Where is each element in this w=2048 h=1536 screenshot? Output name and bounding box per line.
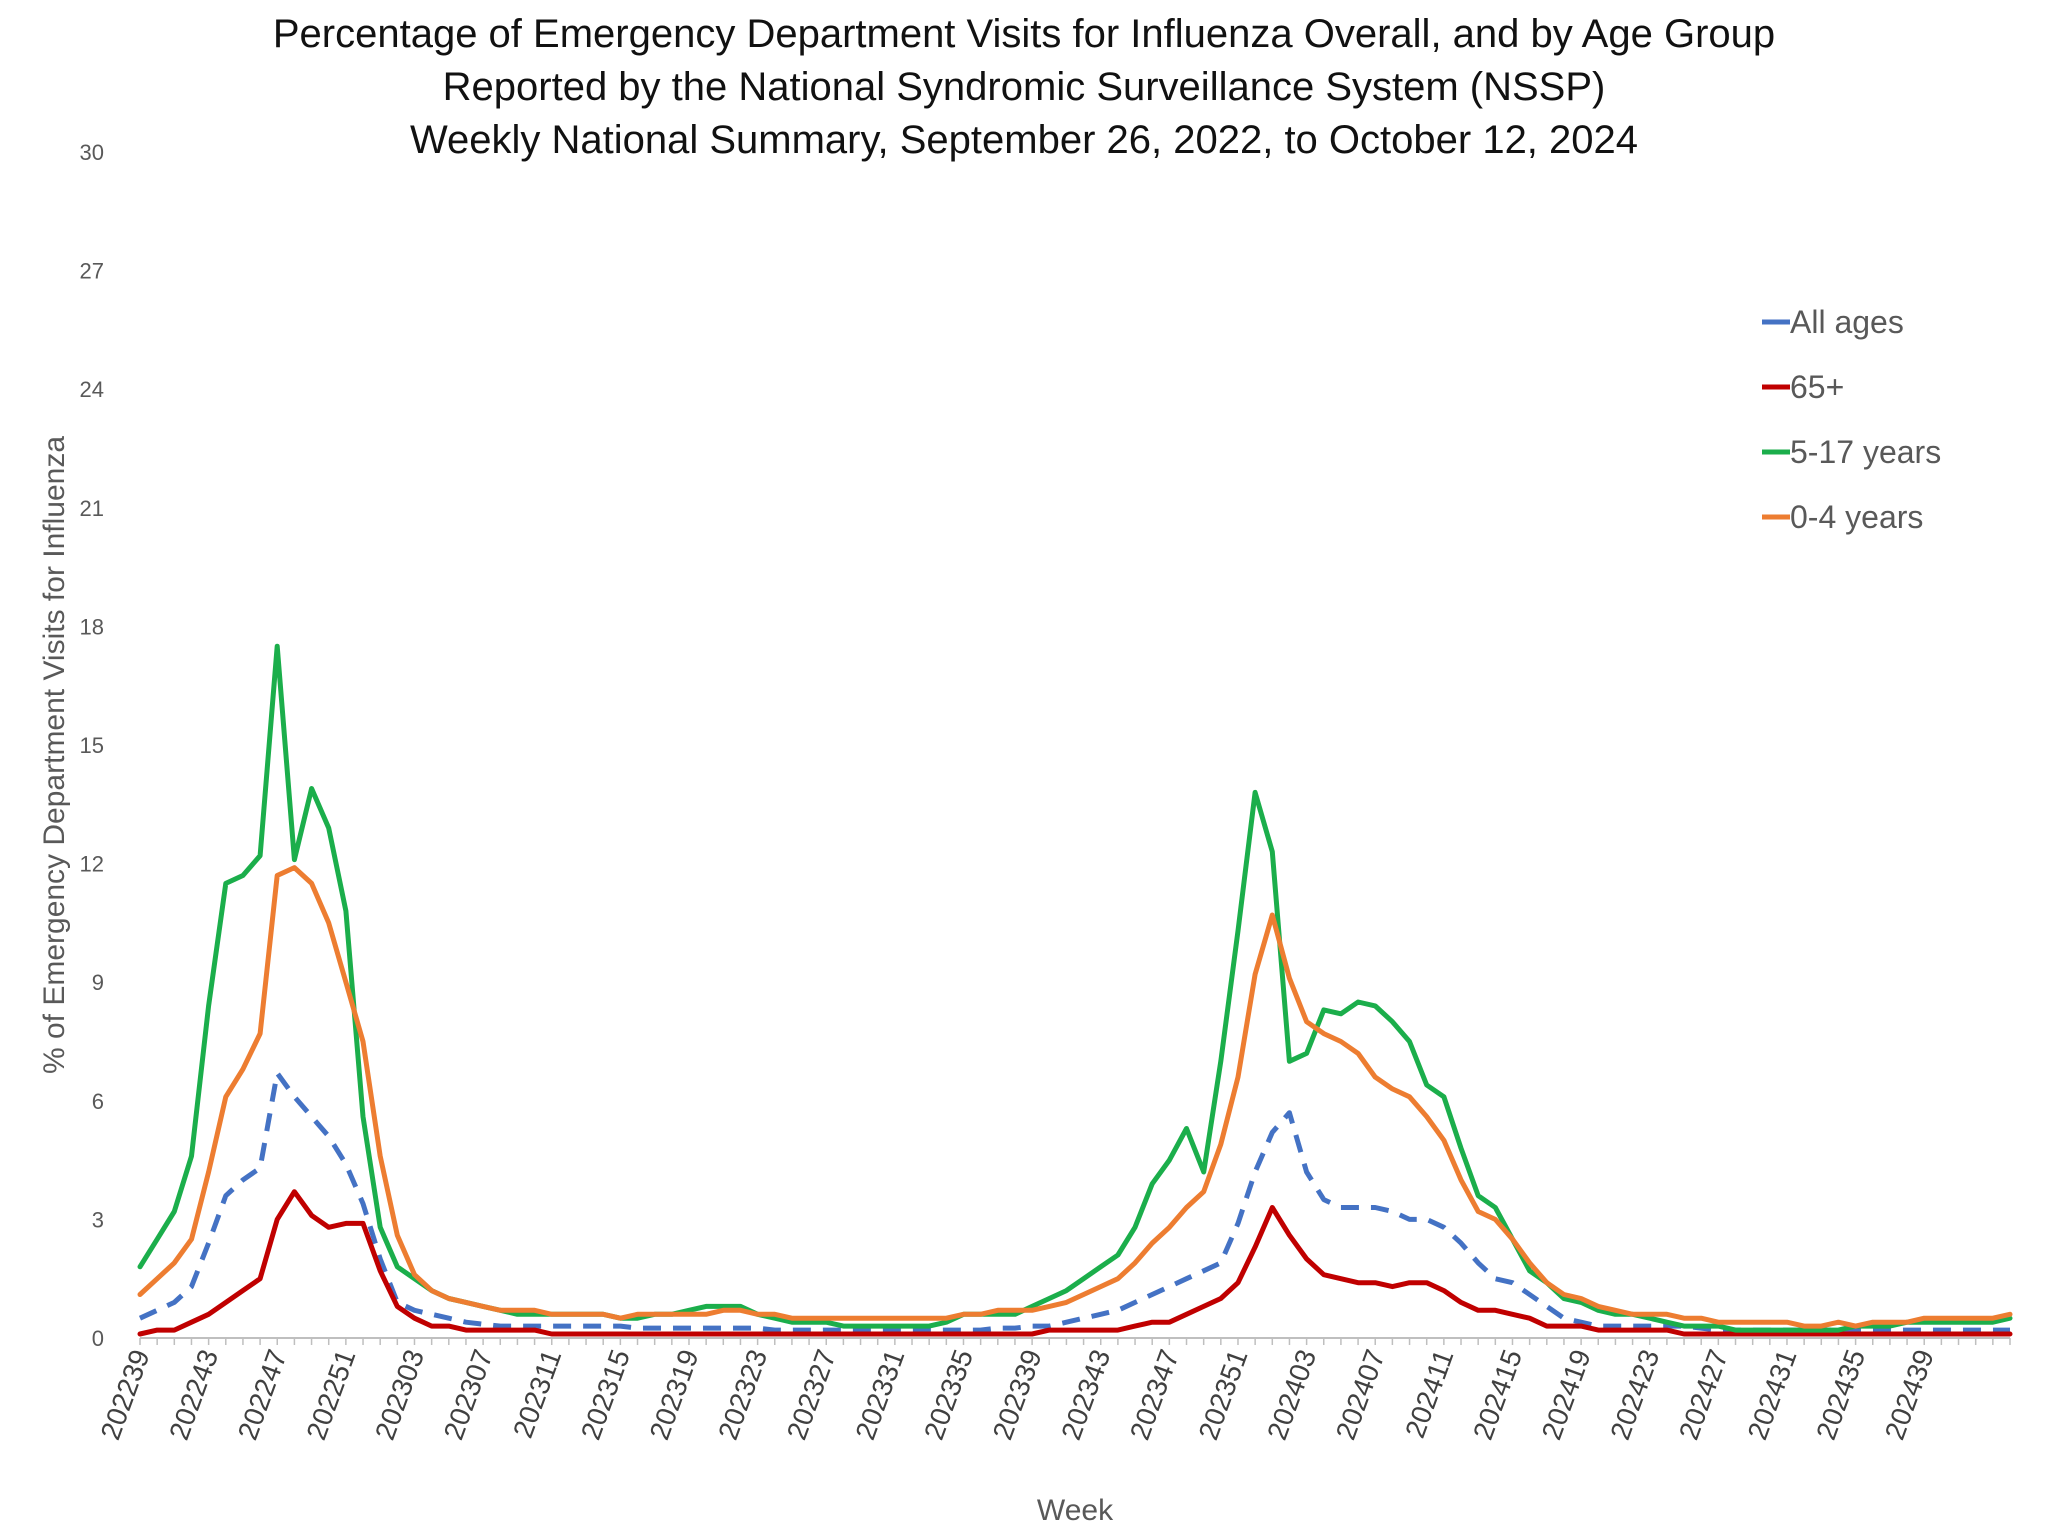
x-tick-label: 202327 — [781, 1345, 842, 1443]
x-tick-label: 202403 — [1261, 1345, 1322, 1443]
x-tick-label: 202243 — [163, 1345, 224, 1443]
y-tick-label: 15 — [80, 733, 104, 758]
x-tick-label: 202247 — [232, 1345, 293, 1443]
y-tick-label: 30 — [80, 140, 104, 165]
legend-label: 65+ — [1790, 369, 1844, 405]
x-tick-label: 202411 — [1399, 1345, 1459, 1441]
chart-title: Percentage of Emergency Department Visit… — [0, 8, 2048, 167]
y-axis-title: % of Emergency Department Visits for Inf… — [38, 436, 71, 1074]
x-tick-label: 202319 — [644, 1345, 705, 1443]
series-line-65- — [137, 1189, 2013, 1337]
series-line-all-ages — [138, 1070, 2010, 1333]
series-line-0-4-years — [137, 865, 2013, 1329]
x-tick-label: 202423 — [1604, 1345, 1665, 1443]
x-tick-label: 202315 — [575, 1345, 636, 1443]
chart-title-line-1: Percentage of Emergency Department Visit… — [272, 12, 1776, 56]
chart-title-line-2: Reported by the National Syndromic Surve… — [442, 65, 1606, 109]
x-tick-label: 202415 — [1467, 1345, 1528, 1443]
y-tick-label: 18 — [80, 614, 104, 639]
y-tick-label: 9 — [92, 970, 104, 995]
y-axis-ticks: 0 3 6 9 12 15 18 21 24 27 30 — [80, 140, 104, 1351]
x-tick-label: 202407 — [1330, 1345, 1391, 1443]
x-tick-label: 202347 — [1124, 1345, 1185, 1443]
series-lines — [137, 643, 2013, 1337]
y-tick-label: 24 — [80, 377, 104, 402]
y-tick-label: 3 — [92, 1207, 104, 1232]
y-tick-label: 0 — [92, 1326, 104, 1351]
x-tick-label: 202335 — [918, 1345, 979, 1443]
x-tick-label: 202331 — [849, 1345, 910, 1443]
x-tick-label: 202323 — [712, 1345, 773, 1443]
x-tick-label: 202307 — [438, 1345, 499, 1443]
x-tick-label: 202343 — [1055, 1345, 1116, 1443]
x-tick-label: 202439 — [1879, 1345, 1940, 1443]
x-axis-title: Week — [1037, 1494, 1114, 1527]
x-tick-label: 202419 — [1536, 1345, 1597, 1443]
x-tick-label: 202251 — [300, 1345, 361, 1443]
legend-label: All ages — [1790, 304, 1904, 340]
legend-label: 0-4 years — [1790, 499, 1923, 535]
x-tick-label: 202303 — [369, 1345, 430, 1443]
y-tick-label: 12 — [80, 852, 104, 877]
x-tick-label: 202435 — [1810, 1345, 1871, 1443]
legend: All ages 65+ 5-17 years 0-4 years — [1762, 304, 1941, 535]
legend-label: 5-17 years — [1790, 434, 1941, 470]
x-tick-label: 202311 — [507, 1345, 567, 1441]
x-tick-label: 202431 — [1742, 1345, 1803, 1443]
y-tick-label: 21 — [80, 496, 104, 521]
series-line-5-17-years — [137, 643, 2013, 1333]
x-tick-label: 202339 — [987, 1345, 1048, 1443]
x-axis-ticks: 202239 202243 202247 202251 202303 202307 2023… — [95, 1338, 2011, 1444]
x-tick-label: 202427 — [1673, 1345, 1734, 1443]
x-tick-label: 202351 — [1193, 1345, 1254, 1443]
y-tick-label: 27 — [80, 259, 104, 284]
y-tick-label: 6 — [92, 1089, 104, 1114]
chart-title-line-3: Weekly National Summary, September 26, 2… — [409, 118, 1639, 162]
x-tick-label: 202239 — [95, 1345, 156, 1443]
